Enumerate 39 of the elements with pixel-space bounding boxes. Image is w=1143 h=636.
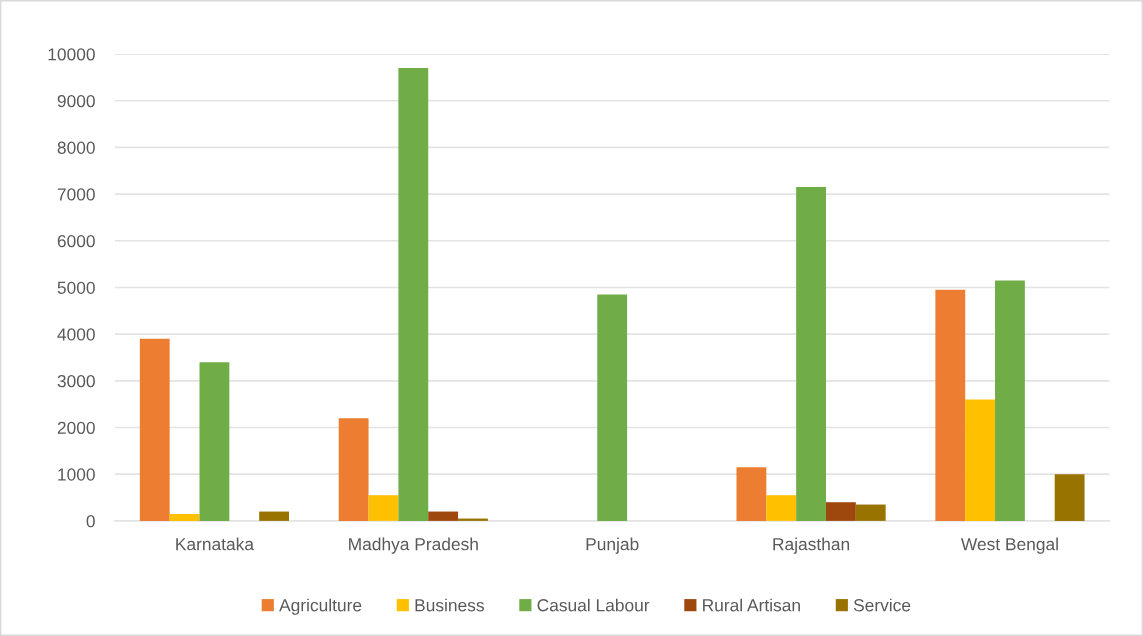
bar — [199, 362, 230, 521]
bar — [139, 338, 170, 521]
bar — [855, 504, 886, 521]
x-tick-label: West Bengal — [960, 537, 1058, 554]
y-tick-label: 10000 — [48, 48, 95, 61]
bar — [597, 294, 628, 521]
bar — [428, 511, 459, 521]
bar — [965, 399, 996, 521]
bar — [796, 187, 826, 521]
y-tick-label: 8000 — [57, 141, 95, 154]
bar — [825, 502, 856, 521]
bar — [398, 68, 429, 521]
bar — [1054, 474, 1085, 521]
x-tick-label: Madhya Pradesh — [349, 537, 478, 554]
y-tick-label: 3000 — [57, 375, 95, 388]
bar — [338, 418, 369, 521]
y-tick-label: 1000 — [58, 468, 95, 481]
legend-label: Rural Artisan — [703, 598, 800, 612]
bar — [766, 495, 797, 521]
y-tick-label: 2000 — [57, 421, 95, 434]
legend-label: Casual Labour — [537, 598, 650, 612]
x-tick-label: Rajasthan — [773, 537, 850, 554]
bar — [736, 467, 767, 521]
x-tick-label: Karnataka — [176, 537, 254, 551]
bar — [169, 513, 200, 521]
bar — [259, 511, 290, 521]
y-tick-label: 7000 — [57, 188, 95, 201]
x-tick-label: Punjab — [586, 537, 639, 554]
legend-label: Business — [415, 598, 484, 612]
y-tick-label: 9000 — [57, 94, 95, 108]
legend-label: Service — [853, 598, 911, 612]
bar — [995, 280, 1025, 521]
legend-label: Agriculture — [279, 598, 362, 615]
y-tick-label: 4000 — [57, 328, 95, 341]
bar — [368, 495, 399, 521]
y-tick-label: 5000 — [57, 281, 95, 294]
bar — [935, 289, 966, 521]
y-tick-label: 6000 — [57, 234, 95, 248]
y-tick-label: 0 — [86, 515, 95, 528]
